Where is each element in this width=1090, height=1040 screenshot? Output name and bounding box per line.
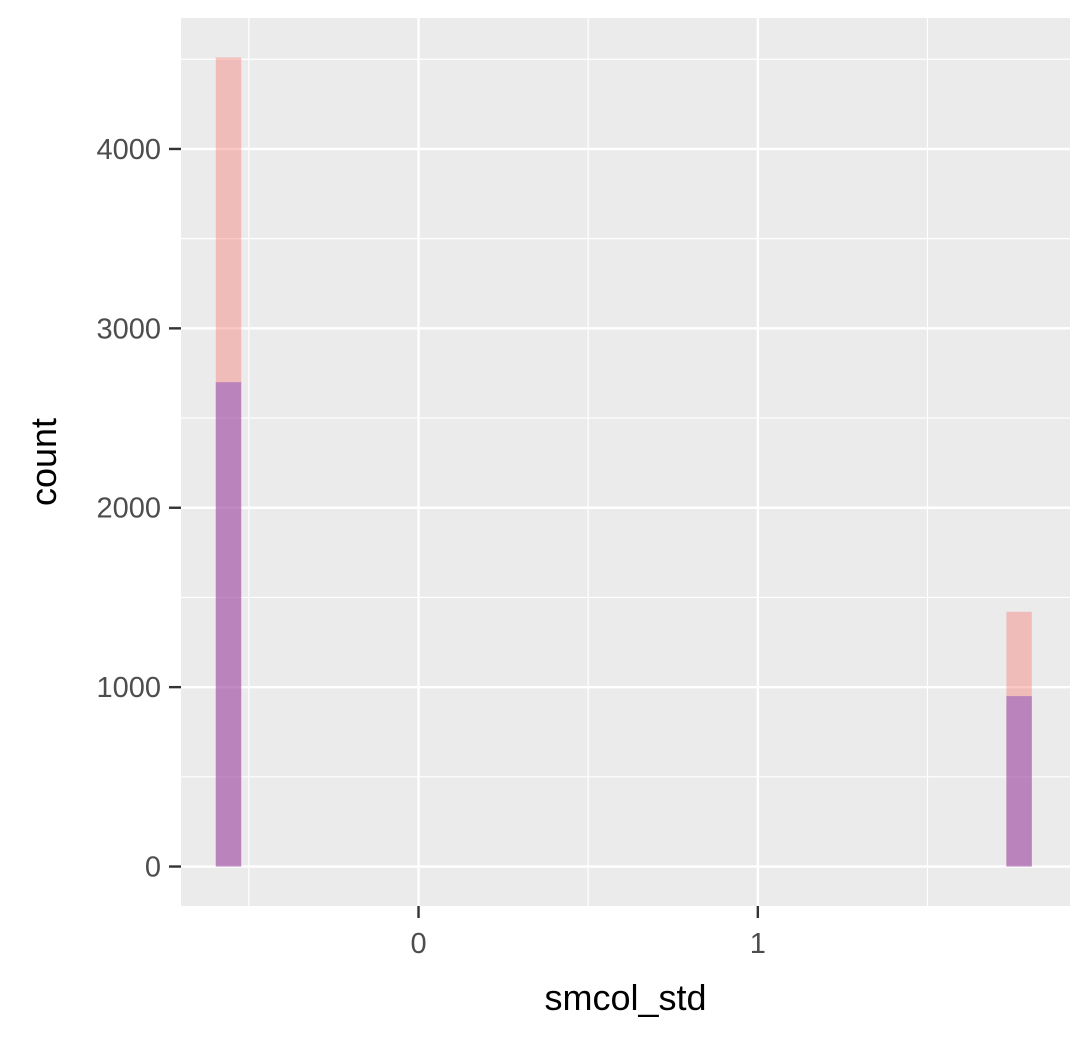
x-axis-title: smcol_std bbox=[544, 977, 706, 1018]
histogram-bar-series-2-bin-1 bbox=[215, 382, 242, 867]
histogram-bar-series-1-bin-1 bbox=[215, 57, 242, 867]
minor-gridlines bbox=[181, 18, 1070, 906]
y-tick-label: 1000 bbox=[96, 672, 161, 704]
y-tick-label: 4000 bbox=[96, 134, 161, 166]
y-tick-label: 2000 bbox=[96, 493, 161, 525]
major-gridlines bbox=[181, 18, 1070, 906]
histogram-bar-series-2-bin-2 bbox=[1006, 696, 1032, 867]
y-axis: 0 1000 2000 3000 4000 bbox=[96, 134, 181, 884]
x-tick-label: 0 bbox=[410, 928, 426, 960]
y-axis-title: count bbox=[23, 418, 64, 506]
y-tick-label: 3000 bbox=[96, 313, 161, 345]
x-tick-label: 1 bbox=[750, 928, 766, 960]
histogram-bars bbox=[215, 57, 1032, 867]
y-tick-label: 0 bbox=[145, 852, 161, 884]
histogram-bar-series-1-bin-2 bbox=[1006, 611, 1032, 867]
plot-panel bbox=[181, 18, 1070, 906]
